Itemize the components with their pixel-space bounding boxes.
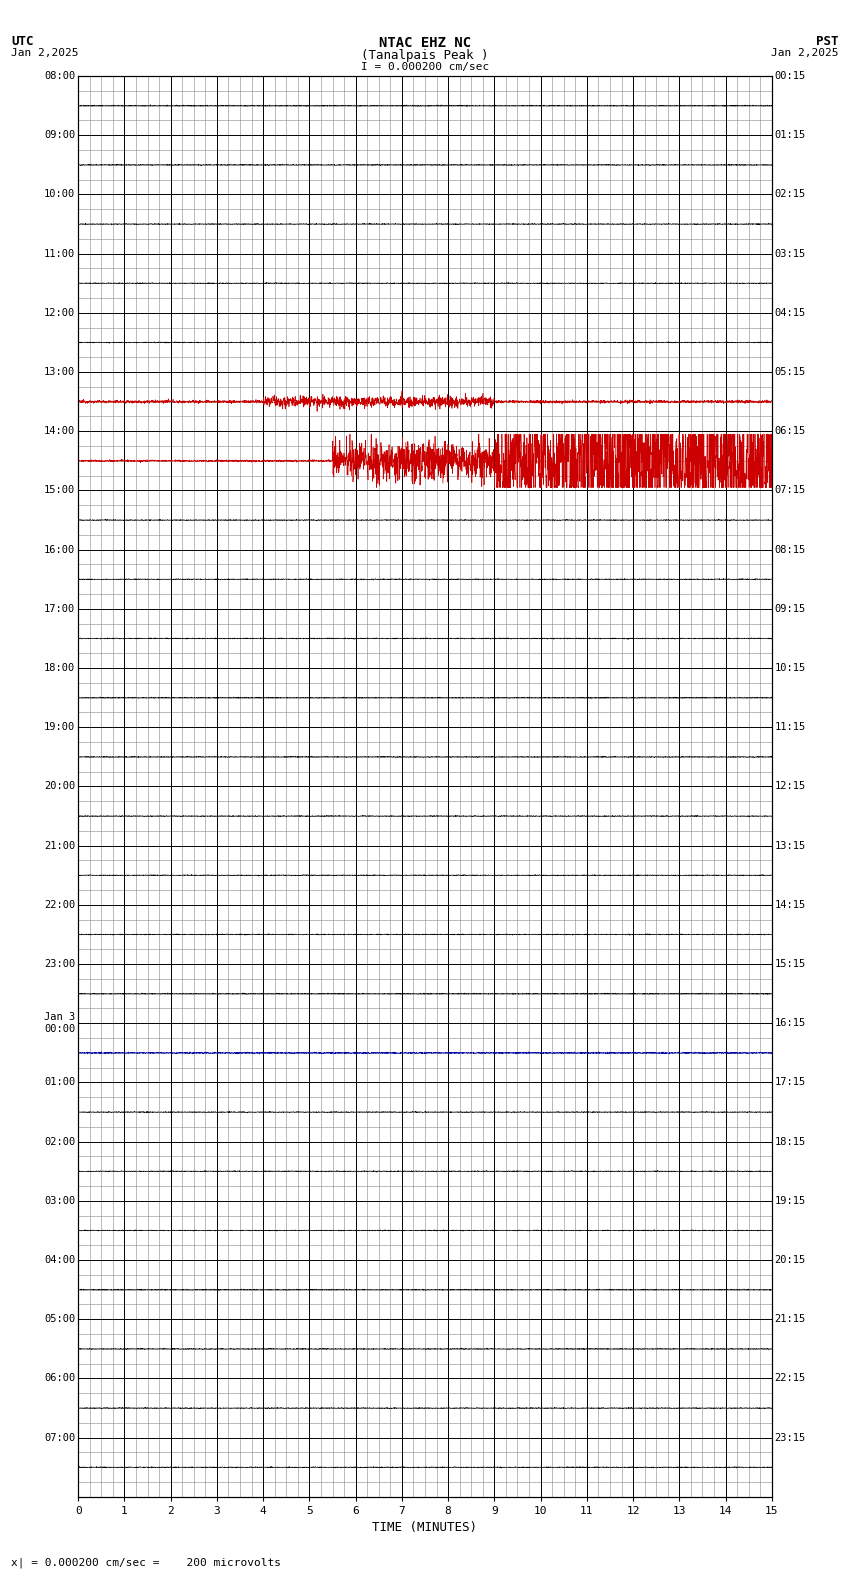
Text: x| = 0.000200 cm/sec =    200 microvolts: x| = 0.000200 cm/sec = 200 microvolts: [11, 1557, 281, 1568]
Text: PST: PST: [817, 35, 839, 48]
Text: UTC: UTC: [11, 35, 33, 48]
Text: I = 0.000200 cm/sec: I = 0.000200 cm/sec: [361, 62, 489, 71]
Text: NTAC EHZ NC: NTAC EHZ NC: [379, 36, 471, 51]
Text: Jan 2,2025: Jan 2,2025: [772, 48, 839, 57]
X-axis label: TIME (MINUTES): TIME (MINUTES): [372, 1522, 478, 1535]
Text: Jan 2,2025: Jan 2,2025: [11, 48, 78, 57]
Text: (Tanalpais Peak ): (Tanalpais Peak ): [361, 49, 489, 62]
